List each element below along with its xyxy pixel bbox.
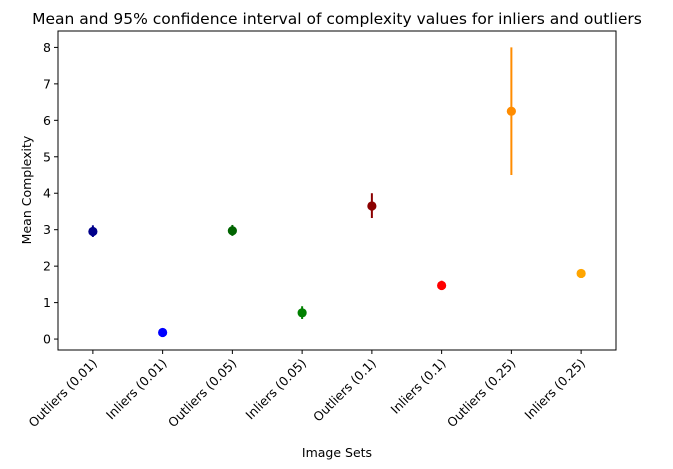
mean-point [437, 280, 447, 291]
y-tick-label: 6 [43, 113, 51, 128]
x-tick-label: Inliers (0.25) [521, 356, 588, 423]
y-tick-label: 3 [43, 222, 51, 237]
x-tick-label: Outliers (0.1) [310, 356, 379, 425]
y-tick-label: 0 [43, 332, 51, 347]
mean-point [367, 201, 377, 211]
x-axis: Outliers (0.01) Inliers (0.01)Outliers (0… [25, 350, 588, 430]
y-tick-label: 5 [43, 149, 51, 164]
y-axis-label: Mean Complexity [19, 135, 34, 244]
y-axis: 0 1 2 3 4 5 6 7 8 [43, 40, 58, 347]
mean-point [158, 327, 168, 338]
plot-series [88, 47, 586, 338]
chart-title: Mean and 95% confidence interval of comp… [32, 10, 642, 28]
mean-point [506, 106, 516, 116]
y-tick-label: 4 [43, 186, 51, 201]
plot-frame [57, 30, 617, 351]
mean-point [227, 226, 237, 236]
y-tick-label: 1 [43, 295, 51, 310]
x-tick-label: Inliers (0.05) [242, 356, 309, 423]
y-tick-label: 2 [43, 259, 51, 274]
x-tick-label: Inliers (0.01) [103, 356, 170, 423]
y-tick-label: 7 [43, 76, 51, 91]
x-tick-label: Outliers (0.25) [444, 356, 519, 431]
x-tick-label: Outliers (0.05) [165, 356, 240, 431]
mean-point [297, 308, 307, 318]
y-tick-label: 8 [43, 40, 51, 55]
mean-point [576, 268, 586, 279]
x-tick-label: Outliers (0.01) [25, 356, 100, 431]
x-axis-label: Image Sets [302, 445, 372, 460]
x-tick-label: Inliers (0.1) [388, 356, 449, 417]
mean-point [88, 226, 98, 237]
